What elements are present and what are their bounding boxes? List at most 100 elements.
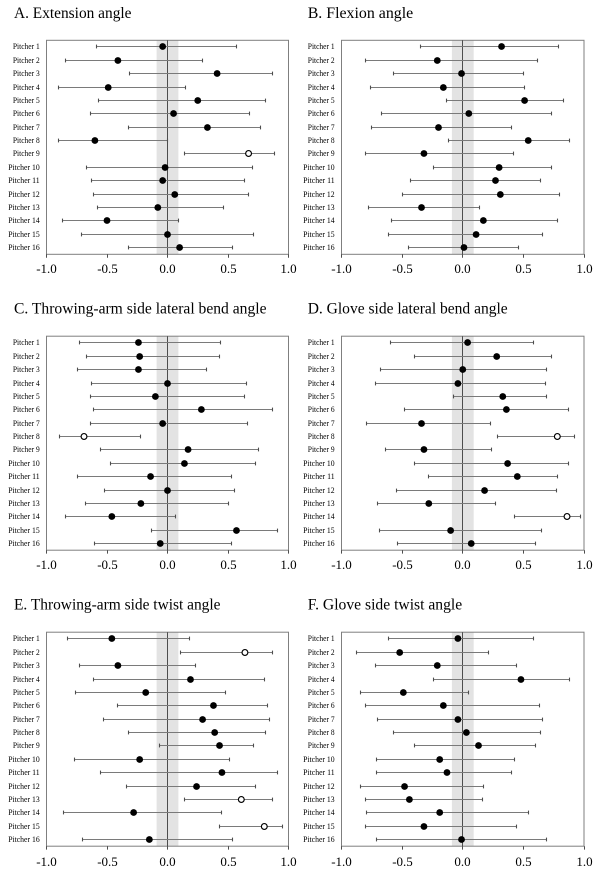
svg-text:-0.5: -0.5 xyxy=(97,557,118,572)
svg-text:-0.5: -0.5 xyxy=(97,854,118,869)
svg-text:Pitcher 12: Pitcher 12 xyxy=(8,486,40,495)
svg-text:0.0: 0.0 xyxy=(454,854,470,869)
svg-text:Pitcher 8: Pitcher 8 xyxy=(308,728,335,737)
svg-text:Pitcher 7: Pitcher 7 xyxy=(13,123,40,132)
svg-text:Pitcher 12: Pitcher 12 xyxy=(303,486,335,495)
svg-text:Pitcher 14: Pitcher 14 xyxy=(8,512,40,521)
svg-text:Pitcher 7: Pitcher 7 xyxy=(308,123,335,132)
svg-text:Pitcher 12: Pitcher 12 xyxy=(8,190,40,199)
svg-text:Pitcher 4: Pitcher 4 xyxy=(13,83,41,92)
svg-text:0.5: 0.5 xyxy=(515,854,531,869)
svg-text:Pitcher 6: Pitcher 6 xyxy=(308,109,335,118)
svg-text:Pitcher 16: Pitcher 16 xyxy=(8,539,40,548)
svg-text:Pitcher 16: Pitcher 16 xyxy=(8,835,40,844)
svg-text:Pitcher 6: Pitcher 6 xyxy=(308,701,335,710)
svg-text:Pitcher 7: Pitcher 7 xyxy=(13,715,40,724)
svg-text:Pitcher 15: Pitcher 15 xyxy=(303,230,335,239)
svg-text:Pitcher 10: Pitcher 10 xyxy=(303,459,335,468)
svg-text:Pitcher 6: Pitcher 6 xyxy=(13,405,40,414)
svg-text:Pitcher 16: Pitcher 16 xyxy=(8,243,40,252)
svg-text:Pitcher 10: Pitcher 10 xyxy=(8,459,40,468)
svg-text:1.0: 1.0 xyxy=(280,557,296,572)
svg-text:Pitcher 15: Pitcher 15 xyxy=(303,822,335,831)
svg-text:Pitcher 13: Pitcher 13 xyxy=(8,795,40,804)
svg-text:Pitcher 6: Pitcher 6 xyxy=(308,405,335,414)
svg-text:1.0: 1.0 xyxy=(576,854,592,869)
svg-text:Pitcher 2: Pitcher 2 xyxy=(13,352,40,361)
svg-text:Pitcher 11: Pitcher 11 xyxy=(8,472,40,481)
svg-text:Pitcher 10: Pitcher 10 xyxy=(8,755,40,764)
svg-text:Pitcher 9: Pitcher 9 xyxy=(13,149,40,158)
svg-text:F. Glove side twist angle: F. Glove side twist angle xyxy=(308,596,463,613)
svg-text:Pitcher 12: Pitcher 12 xyxy=(8,782,40,791)
svg-text:Pitcher 8: Pitcher 8 xyxy=(308,432,335,441)
svg-text:Pitcher 5: Pitcher 5 xyxy=(13,392,40,401)
svg-text:0.5: 0.5 xyxy=(515,261,531,276)
svg-text:1.0: 1.0 xyxy=(280,261,296,276)
svg-text:Pitcher 2: Pitcher 2 xyxy=(13,56,40,65)
svg-text:-1.0: -1.0 xyxy=(331,854,352,869)
svg-text:Pitcher 8: Pitcher 8 xyxy=(13,432,40,441)
svg-text:Pitcher 3: Pitcher 3 xyxy=(308,365,335,374)
svg-text:-1.0: -1.0 xyxy=(36,261,57,276)
svg-text:Pitcher 12: Pitcher 12 xyxy=(303,782,335,791)
svg-text:Pitcher 5: Pitcher 5 xyxy=(13,96,40,105)
svg-text:0.0: 0.0 xyxy=(159,854,175,869)
svg-text:Pitcher 4: Pitcher 4 xyxy=(308,83,336,92)
svg-text:Pitcher 16: Pitcher 16 xyxy=(303,243,335,252)
svg-text:Pitcher 14: Pitcher 14 xyxy=(303,512,335,521)
svg-text:Pitcher 7: Pitcher 7 xyxy=(308,419,335,428)
svg-text:-1.0: -1.0 xyxy=(331,261,352,276)
svg-text:Pitcher 4: Pitcher 4 xyxy=(13,675,41,684)
svg-text:Pitcher 1: Pitcher 1 xyxy=(308,42,335,51)
svg-text:Pitcher 15: Pitcher 15 xyxy=(8,822,40,831)
svg-text:-0.5: -0.5 xyxy=(392,261,413,276)
svg-text:-0.5: -0.5 xyxy=(97,261,118,276)
svg-text:Pitcher 5: Pitcher 5 xyxy=(308,688,335,697)
svg-text:Pitcher 7: Pitcher 7 xyxy=(13,419,40,428)
svg-text:Pitcher 4: Pitcher 4 xyxy=(308,675,336,684)
svg-text:Pitcher 13: Pitcher 13 xyxy=(8,203,40,212)
svg-text:Pitcher 11: Pitcher 11 xyxy=(8,768,40,777)
svg-text:Pitcher 13: Pitcher 13 xyxy=(303,203,335,212)
svg-text:1.0: 1.0 xyxy=(576,261,592,276)
svg-text:Pitcher 9: Pitcher 9 xyxy=(13,741,40,750)
svg-text:0.5: 0.5 xyxy=(220,261,236,276)
svg-text:Pitcher 4: Pitcher 4 xyxy=(308,379,336,388)
svg-text:Pitcher 2: Pitcher 2 xyxy=(13,648,40,657)
svg-text:C. Throwing-arm side lateral b: C. Throwing-arm side lateral bend angle xyxy=(14,300,267,317)
svg-text:Pitcher 14: Pitcher 14 xyxy=(303,808,335,817)
svg-text:Pitcher 2: Pitcher 2 xyxy=(308,56,335,65)
svg-text:Pitcher 2: Pitcher 2 xyxy=(308,648,335,657)
svg-text:Pitcher 6: Pitcher 6 xyxy=(13,701,40,710)
svg-text:Pitcher 16: Pitcher 16 xyxy=(303,835,335,844)
svg-text:Pitcher 3: Pitcher 3 xyxy=(308,661,335,670)
svg-text:Pitcher 14: Pitcher 14 xyxy=(8,808,40,817)
svg-text:-0.5: -0.5 xyxy=(392,854,413,869)
svg-text:0.5: 0.5 xyxy=(515,557,531,572)
svg-text:0.5: 0.5 xyxy=(220,854,236,869)
svg-text:Pitcher 15: Pitcher 15 xyxy=(8,526,40,535)
svg-text:Pitcher 1: Pitcher 1 xyxy=(308,338,335,347)
svg-text:Pitcher 5: Pitcher 5 xyxy=(308,392,335,401)
svg-text:Pitcher 9: Pitcher 9 xyxy=(308,741,335,750)
svg-text:Pitcher 2: Pitcher 2 xyxy=(308,352,335,361)
svg-text:Pitcher 3: Pitcher 3 xyxy=(13,365,40,374)
svg-text:0.0: 0.0 xyxy=(454,557,470,572)
svg-text:Pitcher 5: Pitcher 5 xyxy=(308,96,335,105)
svg-text:Pitcher 9: Pitcher 9 xyxy=(308,149,335,158)
svg-text:Pitcher 15: Pitcher 15 xyxy=(303,526,335,535)
svg-text:-1.0: -1.0 xyxy=(36,854,57,869)
svg-text:Pitcher 9: Pitcher 9 xyxy=(13,445,40,454)
svg-text:Pitcher 5: Pitcher 5 xyxy=(13,688,40,697)
svg-text:A. Extension angle: A. Extension angle xyxy=(14,5,132,22)
svg-text:Pitcher 1: Pitcher 1 xyxy=(13,338,40,347)
svg-text:Pitcher 1: Pitcher 1 xyxy=(13,42,40,51)
svg-text:Pitcher 13: Pitcher 13 xyxy=(303,795,335,804)
svg-text:Pitcher 13: Pitcher 13 xyxy=(8,499,40,508)
svg-text:Pitcher 11: Pitcher 11 xyxy=(8,176,40,185)
svg-text:B. Flexion angle: B. Flexion angle xyxy=(308,5,414,22)
svg-text:-0.5: -0.5 xyxy=(392,557,413,572)
svg-text:Pitcher 11: Pitcher 11 xyxy=(303,472,335,481)
svg-text:Pitcher 14: Pitcher 14 xyxy=(8,216,40,225)
